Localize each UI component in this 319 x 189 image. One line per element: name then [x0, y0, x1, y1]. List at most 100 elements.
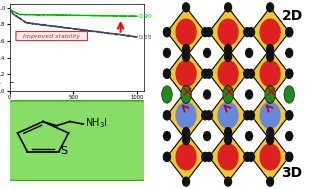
Polygon shape — [251, 91, 289, 140]
Ellipse shape — [182, 3, 189, 12]
Ellipse shape — [164, 28, 170, 37]
Ellipse shape — [286, 111, 293, 120]
Ellipse shape — [225, 128, 232, 136]
Ellipse shape — [204, 90, 211, 99]
Ellipse shape — [204, 48, 211, 57]
Ellipse shape — [286, 69, 293, 78]
Ellipse shape — [205, 152, 212, 161]
Ellipse shape — [182, 128, 189, 136]
Ellipse shape — [225, 136, 232, 145]
Text: ✕: ✕ — [180, 85, 192, 100]
Ellipse shape — [225, 53, 232, 61]
Ellipse shape — [267, 177, 274, 186]
Ellipse shape — [260, 19, 280, 45]
Ellipse shape — [246, 132, 253, 141]
Ellipse shape — [181, 86, 191, 103]
Ellipse shape — [248, 152, 255, 161]
Ellipse shape — [225, 44, 232, 53]
Polygon shape — [209, 91, 247, 140]
Ellipse shape — [286, 28, 293, 37]
Ellipse shape — [286, 132, 293, 141]
Ellipse shape — [267, 94, 274, 103]
Ellipse shape — [286, 28, 293, 37]
Ellipse shape — [176, 19, 196, 45]
Ellipse shape — [225, 94, 232, 103]
Ellipse shape — [164, 111, 170, 120]
Ellipse shape — [267, 44, 274, 53]
Ellipse shape — [244, 152, 251, 161]
Ellipse shape — [205, 28, 212, 37]
Ellipse shape — [267, 3, 274, 12]
Ellipse shape — [244, 28, 251, 37]
Ellipse shape — [182, 136, 189, 145]
Ellipse shape — [267, 136, 274, 145]
Polygon shape — [209, 7, 247, 57]
Ellipse shape — [164, 152, 170, 161]
Ellipse shape — [286, 152, 293, 161]
Ellipse shape — [164, 111, 170, 120]
Ellipse shape — [162, 86, 172, 103]
Ellipse shape — [164, 28, 170, 37]
Text: Improved stability: Improved stability — [23, 34, 80, 39]
Polygon shape — [209, 132, 247, 182]
Ellipse shape — [225, 3, 232, 12]
Ellipse shape — [164, 69, 170, 78]
Ellipse shape — [164, 132, 170, 141]
Ellipse shape — [225, 177, 232, 186]
Ellipse shape — [260, 102, 280, 128]
Ellipse shape — [176, 144, 196, 170]
Ellipse shape — [225, 86, 232, 95]
Ellipse shape — [164, 69, 170, 78]
Text: 2D: 2D — [281, 9, 303, 23]
Text: ✕: ✕ — [222, 85, 234, 100]
Ellipse shape — [260, 61, 280, 87]
Ellipse shape — [205, 111, 212, 120]
Ellipse shape — [265, 86, 275, 103]
Polygon shape — [167, 91, 205, 140]
Ellipse shape — [182, 86, 189, 95]
Ellipse shape — [218, 19, 238, 45]
Polygon shape — [251, 132, 289, 182]
Ellipse shape — [202, 111, 209, 120]
Ellipse shape — [248, 28, 255, 37]
Ellipse shape — [267, 128, 274, 136]
Ellipse shape — [204, 132, 211, 141]
Ellipse shape — [176, 61, 196, 87]
FancyBboxPatch shape — [16, 32, 87, 41]
Ellipse shape — [218, 102, 238, 128]
Ellipse shape — [248, 69, 255, 78]
Text: 3D: 3D — [282, 166, 303, 180]
Ellipse shape — [286, 48, 293, 57]
Ellipse shape — [182, 94, 189, 103]
Polygon shape — [167, 49, 205, 98]
Text: 0.90: 0.90 — [139, 14, 153, 19]
Text: 0.1: 0.1 — [0, 80, 2, 85]
Ellipse shape — [218, 144, 238, 170]
Ellipse shape — [223, 86, 233, 103]
Polygon shape — [251, 49, 289, 98]
Polygon shape — [167, 7, 205, 57]
Polygon shape — [209, 49, 247, 98]
Ellipse shape — [244, 111, 251, 120]
Polygon shape — [251, 7, 289, 57]
Ellipse shape — [286, 90, 293, 99]
Ellipse shape — [267, 86, 274, 95]
Ellipse shape — [164, 152, 170, 161]
Ellipse shape — [246, 90, 253, 99]
Ellipse shape — [182, 177, 189, 186]
Ellipse shape — [218, 61, 238, 87]
Ellipse shape — [284, 86, 294, 103]
Polygon shape — [167, 132, 205, 182]
Ellipse shape — [164, 90, 170, 99]
FancyBboxPatch shape — [7, 101, 146, 181]
Ellipse shape — [267, 53, 274, 61]
Ellipse shape — [182, 44, 189, 53]
Ellipse shape — [202, 28, 209, 37]
Ellipse shape — [286, 152, 293, 161]
Ellipse shape — [244, 69, 251, 78]
Text: ✕: ✕ — [264, 85, 277, 100]
Ellipse shape — [202, 69, 209, 78]
Ellipse shape — [260, 144, 280, 170]
Ellipse shape — [286, 69, 293, 78]
Ellipse shape — [164, 48, 170, 57]
